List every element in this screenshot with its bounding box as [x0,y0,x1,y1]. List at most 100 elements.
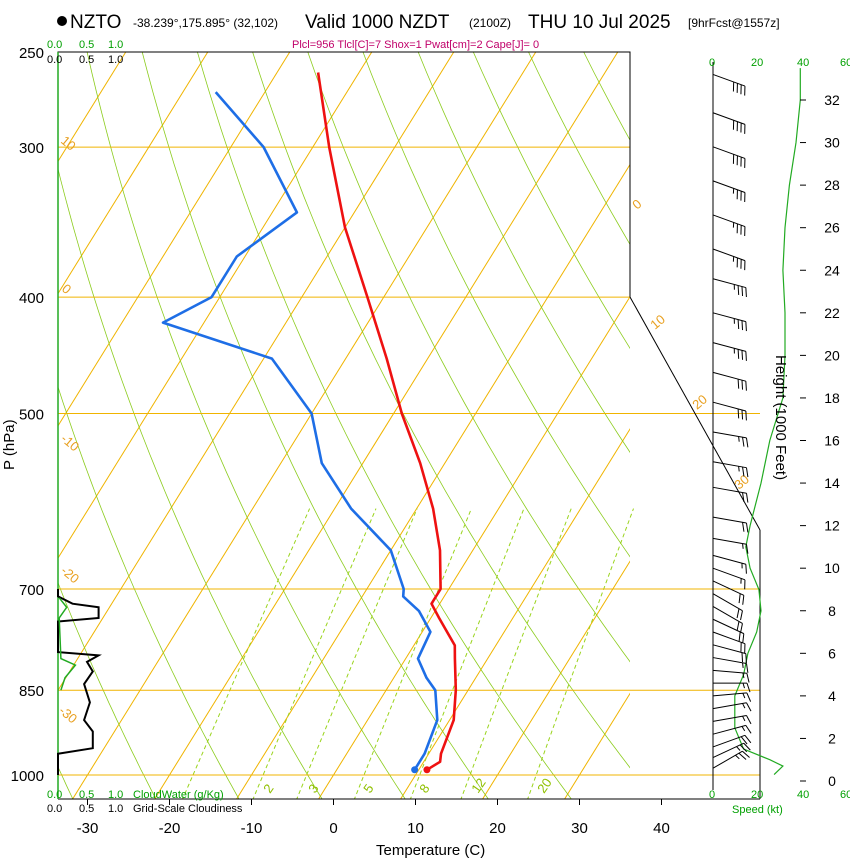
wind-barb [712,742,751,759]
cloudwater-bottom-2: 1.0 [108,789,123,801]
dewpoint-surface-dot [411,766,419,774]
speed-bottom-2: 40 [797,789,809,801]
pressure-tick-label: 1000 [11,768,44,785]
height-tick-label: 18 [824,390,840,406]
isotherm-label: 0 [629,196,644,212]
station-dot [57,16,67,26]
wind-barb [712,73,746,96]
speed-top-3: 60 [840,57,850,69]
speed-label: Speed (kt) [732,804,783,816]
dry-adiabat-line [141,52,489,799]
wind-barb [712,618,745,644]
wind-barb [713,682,751,693]
temperature-surface-dot [423,766,431,774]
wind-barb [712,248,746,271]
wind-barb [712,431,749,448]
wind-barb [712,371,747,391]
isotherm-label: 0 [59,281,74,297]
pressure-tick-label: 250 [19,45,44,62]
dewpoint-line [161,91,439,771]
isotherm-label: -10 [58,431,82,455]
isotherm-line [58,52,291,427]
speed-bottom-3: 60 [840,789,850,801]
cloudwater-top-1: 0.5 [79,39,94,51]
isotherm-line [154,52,619,799]
height-tick-label: 24 [824,262,840,278]
mixing-ratio-lines [181,508,634,799]
wind-barb [712,580,745,605]
dry-adiabat-line [846,31,850,801]
cloudiness-top-2: 1.0 [108,54,123,66]
speed-top-2: 40 [797,57,809,69]
dry-adiabat-line [307,52,630,663]
pressure-tick-label: 400 [19,290,44,307]
wind-barb [712,214,746,237]
speed-scale: 0 20 40 60 0 20 40 60 Speed (kt) [709,57,850,816]
isotherm-label-group: 0 10 20 30 -10 -20 -30 10 0 [56,133,752,727]
sounding-profiles [161,72,458,774]
mixing-ratio-line [353,508,472,799]
height-tick-label: 32 [824,92,840,108]
height-tick-label: 30 [824,135,840,151]
height-tick-label: 28 [824,177,840,193]
wind-barb [712,606,743,633]
dry-adiabat-lines [58,31,850,801]
cloudwater-label: CloudWater (g/Kg) [133,789,224,801]
isotherm-label: 30 [731,472,752,493]
wind-barb [712,715,752,725]
isotherm-line [482,560,630,799]
wind-barb [712,486,749,503]
wind-barb [712,401,747,421]
cloud-scale: 0.0 0.5 1.0 0.0 0.5 1.0 0.0 0.5 1.0 Clou… [47,39,243,815]
wind-barb [712,702,752,712]
dry-adiabat-line [86,52,406,799]
dry-adiabat-line [362,52,630,558]
temperature-axis: -30 -20 -10 0 10 20 30 40 [77,799,670,837]
pressure-tick-label: 300 [19,140,44,157]
x-tick-label: 40 [653,820,670,837]
mixing-ratio-line [409,508,525,799]
dry-adiabat-line [58,167,323,799]
x-tick-label: 10 [407,820,424,837]
height-tick-label: 10 [824,560,840,576]
pressure-axis: 250 300 400 500 700 850 1000 [11,45,44,785]
cloudiness-top-0: 0.0 [47,54,62,66]
mixing-ratio-line [181,508,311,799]
isotherm-line [236,163,630,799]
height-tick-label: 16 [824,433,840,449]
wind-barb [712,692,752,702]
dry-adiabat-line [58,385,240,799]
station-name: NZTO [70,12,121,33]
dry-adiabat-line [583,52,630,141]
cloud-profile-layer [57,589,102,775]
height-tick-label: 4 [828,688,836,704]
dry-adiabat-line [417,52,630,453]
pressure-tick-label: 500 [19,407,44,424]
wind-barb [712,631,746,654]
cloudwater-line [58,597,77,691]
wind-barb [712,724,752,735]
speed-bottom-1: 20 [751,789,763,801]
mixing-ratio-label-group: 2 3 5 8 12 20 [260,775,555,795]
isotherm-line [58,52,127,163]
dry-adiabat-line [252,52,630,769]
wind-barb [712,516,749,533]
isotherm-line [318,295,630,799]
x-tick-label: -10 [241,820,263,837]
isotherm-label: 10 [58,133,79,154]
cloudiness-line [57,589,102,775]
mixing-ratio-line [295,508,418,799]
mixing-ratio-label: 2 [260,781,276,796]
forecast-info: [9hrFcst@1557z] [688,16,780,30]
mixing-ratio-label: 20 [534,775,555,795]
x-axis-label: Temperature (C) [376,842,485,859]
y-axis-label: P (hPa) [1,419,18,470]
wind-barb [712,461,749,478]
wind-barb [712,593,743,621]
isotherm-line [72,52,537,799]
valid-time: Valid 1000 NZDT [305,12,450,33]
wind-barb [712,750,750,769]
valid-date: THU 10 Jul 2025 [528,12,671,33]
pressure-lines [58,51,760,776]
